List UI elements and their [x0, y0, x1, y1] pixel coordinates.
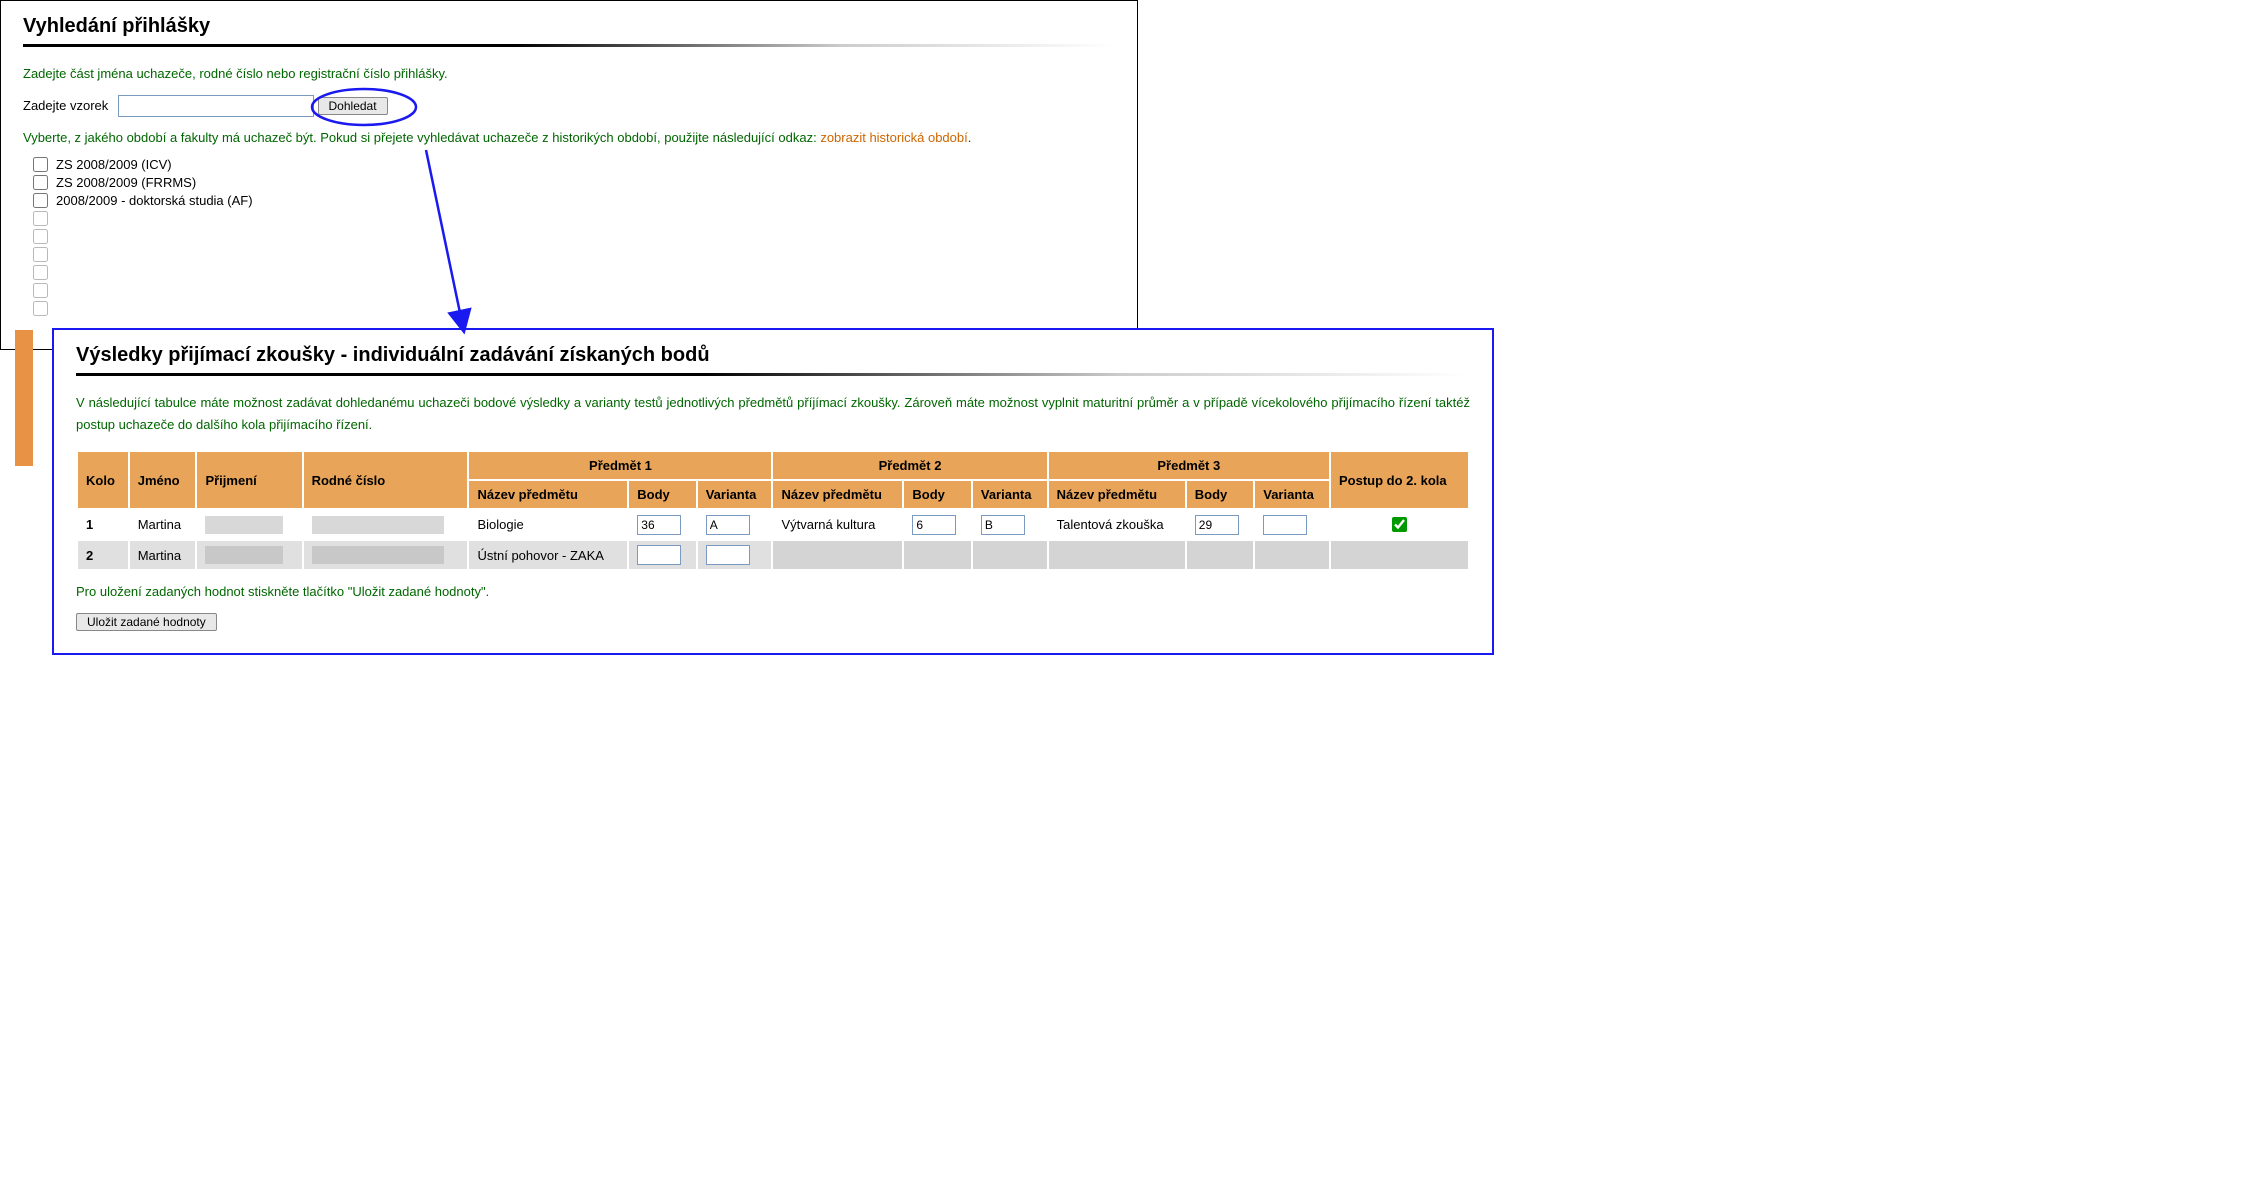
period-text-a: Vyberte, z jakého období a fakulty má uc…: [23, 130, 820, 145]
p2-body-input[interactable]: [912, 515, 956, 535]
th-jmeno: Jméno: [130, 452, 196, 508]
cell-prijmeni: [197, 510, 301, 539]
p1-var-input[interactable]: [706, 545, 750, 565]
empty-cell: [1049, 541, 1185, 569]
period-checkbox[interactable]: [33, 301, 48, 316]
p1-var-input[interactable]: [706, 515, 750, 535]
table-row: 2 Martina Ústní pohovor - ZAKA: [78, 541, 1468, 569]
results-intro: V následující tabulce máte možnost zadáv…: [76, 392, 1470, 436]
period-checkbox[interactable]: [33, 229, 48, 244]
empty-cell: [1331, 541, 1468, 569]
orange-accent-strip: [15, 330, 33, 466]
period-item: ZS 2008/2009 (ICV): [33, 157, 1115, 172]
period-checkbox[interactable]: [33, 211, 48, 226]
redacted-icon: [312, 546, 444, 564]
period-item: [33, 265, 1115, 280]
period-text-b: .: [968, 130, 972, 145]
th-nazev: Název předmětu: [773, 481, 902, 508]
search-panel: Vyhledání přihlášky Zadejte část jména u…: [0, 0, 1138, 350]
search-intro: Zadejte část jména uchazeče, rodné číslo…: [23, 63, 1115, 85]
sample-label: Zadejte vzorek: [23, 98, 108, 113]
empty-cell: [773, 541, 902, 569]
save-note: Pro uložení zadaných hodnot stiskněte tl…: [76, 581, 1470, 603]
p3-body-input[interactable]: [1195, 515, 1239, 535]
divider: [76, 373, 1470, 376]
history-link[interactable]: zobrazit historická období: [820, 130, 967, 145]
th-postup: Postup do 2. kola: [1331, 452, 1468, 508]
p1-body-input[interactable]: [637, 515, 681, 535]
empty-cell: [1255, 541, 1329, 569]
cell-p2-nazev: Výtvarná kultura: [773, 510, 902, 539]
cell-prijmeni: [197, 541, 301, 569]
th-nazev: Název předmětu: [1049, 481, 1185, 508]
cell-jmeno: Martina: [130, 510, 196, 539]
p3-var-input[interactable]: [1263, 515, 1307, 535]
period-item: [33, 301, 1115, 316]
cell-rc: [304, 541, 468, 569]
save-button[interactable]: Uložit zadané hodnoty: [76, 613, 217, 631]
empty-cell: [904, 541, 970, 569]
results-panel: Výsledky přijímací zkoušky - individuáln…: [52, 328, 1494, 655]
search-row: Zadejte vzorek Dohledat: [23, 95, 1115, 117]
redacted-icon: [312, 516, 444, 534]
redacted-icon: [205, 546, 283, 564]
th-predmet3: Předmět 3: [1049, 452, 1329, 479]
period-item: [33, 247, 1115, 262]
period-label: ZS 2008/2009 (FRRMS): [56, 175, 196, 190]
postup-checkbox[interactable]: [1392, 517, 1407, 532]
period-item: [33, 211, 1115, 226]
cell-jmeno: Martina: [130, 541, 196, 569]
cell-p1-nazev: Ústní pohovor - ZAKA: [469, 541, 627, 569]
period-checkbox[interactable]: [33, 265, 48, 280]
results-title: Výsledky přijímací zkoušky - individuáln…: [76, 344, 1470, 367]
cell-p1-nazev: Biologie: [469, 510, 627, 539]
th-body: Body: [629, 481, 695, 508]
period-item: [33, 229, 1115, 244]
cell-p3-nazev: Talentová zkouška: [1049, 510, 1185, 539]
search-button[interactable]: Dohledat: [318, 97, 388, 115]
period-item: [33, 283, 1115, 298]
redacted-icon: [205, 516, 283, 534]
period-label: ZS 2008/2009 (ICV): [56, 157, 172, 172]
th-varianta: Varianta: [1255, 481, 1329, 508]
period-checkbox[interactable]: [33, 247, 48, 262]
period-list: ZS 2008/2009 (ICV) ZS 2008/2009 (FRRMS) …: [33, 157, 1115, 316]
th-kolo: Kolo: [78, 452, 128, 508]
period-label: 2008/2009 - doktorská studia (AF): [56, 193, 253, 208]
results-table: Kolo Jméno Přijmení Rodné číslo Předmět …: [76, 450, 1470, 571]
empty-cell: [973, 541, 1047, 569]
period-item: ZS 2008/2009 (FRRMS): [33, 175, 1115, 190]
th-body: Body: [904, 481, 970, 508]
th-predmet2: Předmět 2: [773, 452, 1046, 479]
period-checkbox[interactable]: [33, 157, 48, 172]
th-predmet1: Předmět 1: [469, 452, 771, 479]
p1-body-input[interactable]: [637, 545, 681, 565]
th-prijmeni: Přijmení: [197, 452, 301, 508]
period-checkbox[interactable]: [33, 193, 48, 208]
divider: [23, 44, 1115, 47]
search-title: Vyhledání přihlášky: [23, 15, 1115, 38]
th-body: Body: [1187, 481, 1253, 508]
period-instruction: Vyberte, z jakého období a fakulty má uc…: [23, 127, 1115, 149]
th-varianta: Varianta: [698, 481, 772, 508]
cell-kolo: 2: [86, 548, 93, 563]
sample-input[interactable]: [118, 95, 314, 117]
cell-rc: [304, 510, 468, 539]
p2-var-input[interactable]: [981, 515, 1025, 535]
period-checkbox[interactable]: [33, 175, 48, 190]
th-rc: Rodné číslo: [304, 452, 468, 508]
th-varianta: Varianta: [973, 481, 1047, 508]
period-item: 2008/2009 - doktorská studia (AF): [33, 193, 1115, 208]
empty-cell: [1187, 541, 1253, 569]
table-row: 1 Martina Biologie Výtvarná kultura Tale…: [78, 510, 1468, 539]
period-checkbox[interactable]: [33, 283, 48, 298]
th-nazev: Název předmětu: [469, 481, 627, 508]
cell-kolo: 1: [86, 517, 93, 532]
